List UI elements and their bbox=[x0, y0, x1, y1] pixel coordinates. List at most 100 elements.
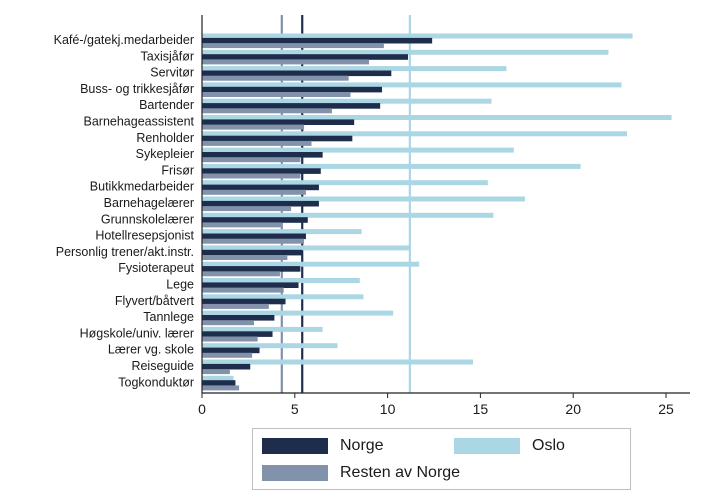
bar-oslo-servit-r bbox=[202, 66, 507, 72]
legend-item-resten-av-norge: Resten av Norge bbox=[262, 464, 460, 482]
category-label-bartender: Bartender bbox=[139, 98, 194, 112]
bar-norge-h-gskole-univ-l-rer bbox=[202, 331, 273, 337]
category-label-taxisjaf-r: Taxisjåfør bbox=[141, 49, 194, 63]
category-label-reiseguide: Reiseguide bbox=[131, 359, 194, 373]
category-label-renholder: Renholder bbox=[136, 131, 194, 145]
x-ticks: 0 5 10 15 20 25 bbox=[198, 393, 674, 417]
category-label-butikkmedarbeider: Butikkmedarbeider bbox=[90, 180, 194, 194]
legend: Norge Oslo Resten av Norge bbox=[252, 428, 631, 490]
category-label-grunnskolel-rer: Grunnskolelærer bbox=[101, 212, 194, 226]
x-tick-label-25: 25 bbox=[658, 401, 674, 417]
category-label-fysioterapeut: Fysioterapeut bbox=[118, 261, 194, 275]
category-label-barnehageassistent: Barnehageassistent bbox=[84, 115, 195, 129]
bar-resten-av-norge-fysioterapeut bbox=[202, 271, 280, 277]
bar-norge-barnehageassistent bbox=[202, 119, 355, 125]
legend-label-resten-av-norge: Resten av Norge bbox=[340, 464, 461, 481]
legend-label-oslo: Oslo bbox=[532, 437, 565, 454]
bar-resten-av-norge-tannlege bbox=[202, 320, 254, 326]
category-label-servit-r: Servitør bbox=[150, 66, 194, 80]
bar-oslo-h-gskole-univ-l-rer bbox=[202, 326, 323, 332]
bar-resten-av-norge-reiseguide bbox=[202, 369, 230, 375]
bar-oslo-kafe-gatekj-medarbeider bbox=[202, 33, 633, 39]
x-tick-label-0: 0 bbox=[198, 401, 206, 417]
legend-swatch-norge bbox=[262, 438, 328, 454]
legend-label-norge: Norge bbox=[340, 437, 384, 454]
bar-oslo-buss-og-trikkesjaf-r bbox=[202, 82, 622, 88]
category-label-h-gskole-univ-l-rer: Høgskole/univ. lærer bbox=[80, 326, 194, 340]
bar-norge-butikkmedarbeider bbox=[202, 184, 319, 191]
bar-oslo-taxisjaf-r bbox=[202, 49, 609, 55]
bar-resten-av-norge-l-rer-vg-skole bbox=[202, 352, 253, 358]
bar-resten-av-norge-buss-og-trikkesjaf-r bbox=[202, 92, 351, 97]
bar-resten-av-norge-taxisjaf-r bbox=[202, 59, 370, 65]
bar-oslo-flyvert-batvert bbox=[202, 294, 364, 300]
bar-oslo-sykepleier bbox=[202, 147, 514, 153]
bar-oslo-togkondukt-r bbox=[202, 375, 234, 381]
bar-norge-reiseguide bbox=[202, 363, 251, 370]
category-label-l-rer-vg-skole: Lærer vg. skole bbox=[108, 343, 194, 357]
bar-oslo-butikkmedarbeider bbox=[202, 180, 488, 186]
x-tick-label-10: 10 bbox=[380, 401, 396, 417]
category-label-barnehagel-rer: Barnehagelærer bbox=[104, 196, 194, 210]
bar-oslo-barnehagel-rer bbox=[202, 196, 525, 202]
bar-resten-av-norge-hotellresepsjonist bbox=[202, 238, 305, 244]
bar-resten-av-norge-butikkmedarbeider bbox=[202, 189, 306, 195]
bar-norge-togkondukt-r bbox=[202, 380, 236, 386]
bar-resten-av-norge-bartender bbox=[202, 108, 332, 114]
category-label-personlig-trener-akt-instr: Personlig trener/akt.instr. bbox=[56, 245, 194, 259]
bar-norge-tannlege bbox=[202, 315, 275, 321]
bar-norge-flyvert-batvert bbox=[202, 298, 286, 305]
bar-norge-fysioterapeut bbox=[202, 266, 301, 272]
bar-norge-renholder bbox=[202, 135, 353, 142]
bar-oslo-personlig-trener-akt-instr bbox=[202, 245, 410, 251]
bar-norge-fris-r bbox=[202, 168, 321, 174]
bar-resten-av-norge-personlig-trener-akt-instr bbox=[202, 255, 288, 260]
bar-norge-l-rer-vg-skole bbox=[202, 347, 260, 354]
category-label-buss-og-trikkesjaf-r: Buss- og trikkesjåfør bbox=[80, 82, 194, 96]
legend-item-norge: Norge bbox=[262, 437, 384, 455]
bar-resten-av-norge-kafe-gatekj-medarbeider bbox=[202, 43, 384, 49]
bar-resten-av-norge-flyvert-batvert bbox=[202, 303, 269, 309]
bar-resten-av-norge-togkondukt-r bbox=[202, 385, 240, 391]
bar-resten-av-norge-fris-r bbox=[202, 173, 301, 179]
legend-item-oslo: Oslo bbox=[454, 437, 565, 455]
bar-oslo-bartender bbox=[202, 98, 492, 104]
bars bbox=[202, 33, 672, 391]
bar-norge-barnehagel-rer bbox=[202, 200, 319, 207]
legend-swatch-resten-av-norge bbox=[262, 465, 328, 481]
bar-norge-lege bbox=[202, 282, 299, 288]
bar-resten-av-norge-renholder bbox=[202, 140, 312, 146]
bar-norge-servit-r bbox=[202, 70, 392, 77]
bar-norge-taxisjaf-r bbox=[202, 54, 409, 60]
category-label-lege: Lege bbox=[166, 278, 194, 292]
bar-norge-buss-og-trikkesjaf-r bbox=[202, 86, 383, 93]
bar-norge-grunnskolel-rer bbox=[202, 217, 308, 223]
bar-oslo-renholder bbox=[202, 131, 628, 137]
bar-resten-av-norge-lege bbox=[202, 287, 284, 293]
bar-resten-av-norge-servit-r bbox=[202, 75, 349, 81]
axes bbox=[201, 15, 690, 394]
bar-resten-av-norge-barnehagel-rer bbox=[202, 206, 292, 212]
bar-oslo-lege bbox=[202, 278, 360, 283]
category-label-fris-r: Frisør bbox=[161, 163, 194, 177]
bar-oslo-tannlege bbox=[202, 310, 394, 316]
bar-norge-sykepleier bbox=[202, 152, 323, 158]
bar-oslo-reiseguide bbox=[202, 359, 473, 365]
bar-resten-av-norge-h-gskole-univ-l-rer bbox=[202, 336, 258, 342]
category-label-tannlege: Tannlege bbox=[143, 310, 194, 324]
category-label-hotellresepsjonist: Hotellresepsjonist bbox=[95, 229, 194, 243]
bar-resten-av-norge-sykepleier bbox=[202, 157, 301, 163]
category-label-kafe-gatekj-medarbeider: Kafé-/gatekj.medarbeider bbox=[54, 33, 194, 47]
x-tick-label-15: 15 bbox=[473, 401, 489, 417]
category-label-togkondukt-r: Togkonduktør bbox=[118, 375, 194, 389]
bar-oslo-hotellresepsjonist bbox=[202, 229, 362, 235]
bar-norge-hotellresepsjonist bbox=[202, 233, 306, 240]
bar-norge-kafe-gatekj-medarbeider bbox=[202, 37, 433, 44]
category-label-sykepleier: Sykepleier bbox=[136, 147, 194, 161]
category-label-flyvert-batvert: Flyvert/båtvert bbox=[115, 294, 195, 308]
bar-oslo-fysioterapeut bbox=[202, 261, 420, 267]
category-labels: Kafé-/gatekj.medarbeider Taxisjåfør Servit… bbox=[54, 33, 195, 389]
bar-oslo-barnehageassistent bbox=[202, 115, 672, 120]
x-tick-label-5: 5 bbox=[291, 401, 299, 417]
